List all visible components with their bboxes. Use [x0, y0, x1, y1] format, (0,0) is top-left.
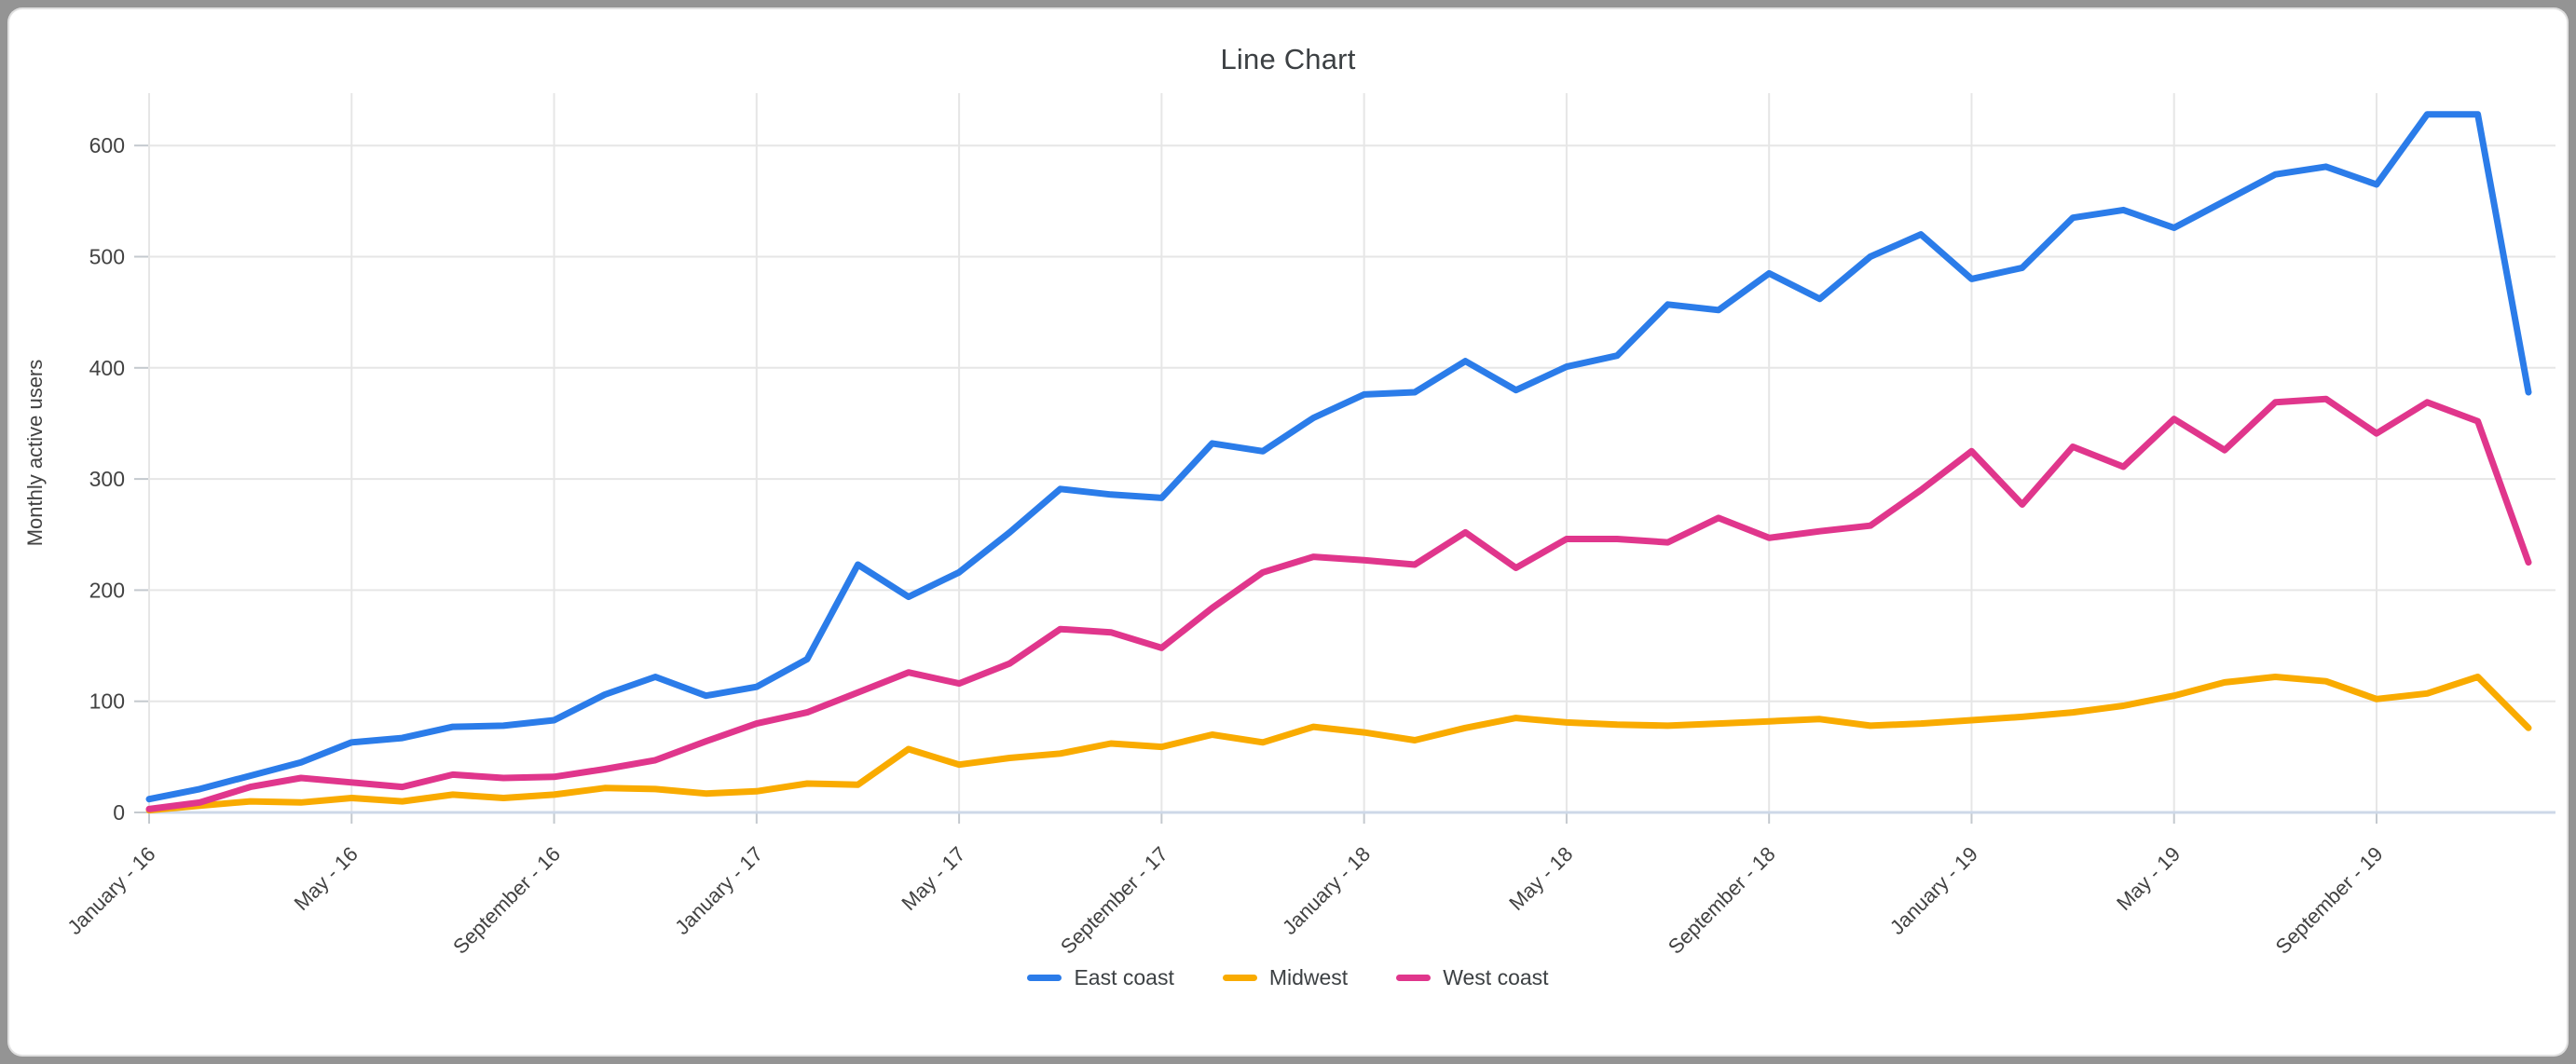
legend-label: Midwest [1268, 965, 1349, 989]
x-tick-label: September - 19 [2271, 842, 2388, 959]
legend-swatch [1396, 975, 1432, 981]
x-tick-label: January - 18 [1278, 842, 1375, 939]
series-line-west-coast[interactable] [145, 395, 2532, 812]
y-tick-label: 600 [89, 133, 125, 157]
x-tick-label: September - 18 [1664, 842, 1780, 959]
legend-swatch [1222, 975, 1257, 981]
chart-svg: 0 100 200 300 400 500 600 January - 16 May - 16 S… [62, 93, 2555, 959]
x-tick-label: January - 16 [62, 842, 159, 939]
x-tick-label: May - 19 [2112, 842, 2185, 915]
legend-label: West coast [1443, 965, 1549, 989]
legend-item-east-coast[interactable]: East coast [1027, 965, 1174, 990]
x-tick-label: May - 18 [1504, 842, 1577, 915]
x-tick-label: September - 16 [448, 842, 565, 959]
y-tick-label: 100 [89, 689, 125, 714]
x-tick-label: September - 17 [1056, 842, 1172, 959]
y-tick-label: 500 [89, 245, 125, 269]
legend-item-west-coast[interactable]: West coast [1396, 965, 1549, 990]
legend-item-midwest[interactable]: Midwest [1222, 965, 1349, 990]
y-tick-label: 200 [89, 578, 125, 602]
x-tick-label: May - 17 [897, 842, 969, 915]
series-line-east-coast[interactable] [145, 111, 2532, 803]
x-tick-label: January - 17 [670, 842, 767, 939]
y-tick-label: 300 [89, 467, 125, 491]
y-tick-label: 400 [89, 356, 125, 380]
legend-label: East coast [1074, 965, 1174, 989]
legend-swatch [1027, 975, 1062, 981]
chart-card: Line Chart Monthly active users 0 100 200 3… [7, 7, 2569, 1057]
chart-title: Line Chart [1220, 43, 1356, 75]
chart-legend: East coast Midwest West coast [7, 965, 2569, 990]
series-line-midwest[interactable] [145, 674, 2532, 814]
x-tick-label: May - 16 [290, 842, 363, 915]
y-tick-label: 0 [113, 800, 125, 825]
x-tick-label: January - 19 [1885, 842, 1982, 939]
